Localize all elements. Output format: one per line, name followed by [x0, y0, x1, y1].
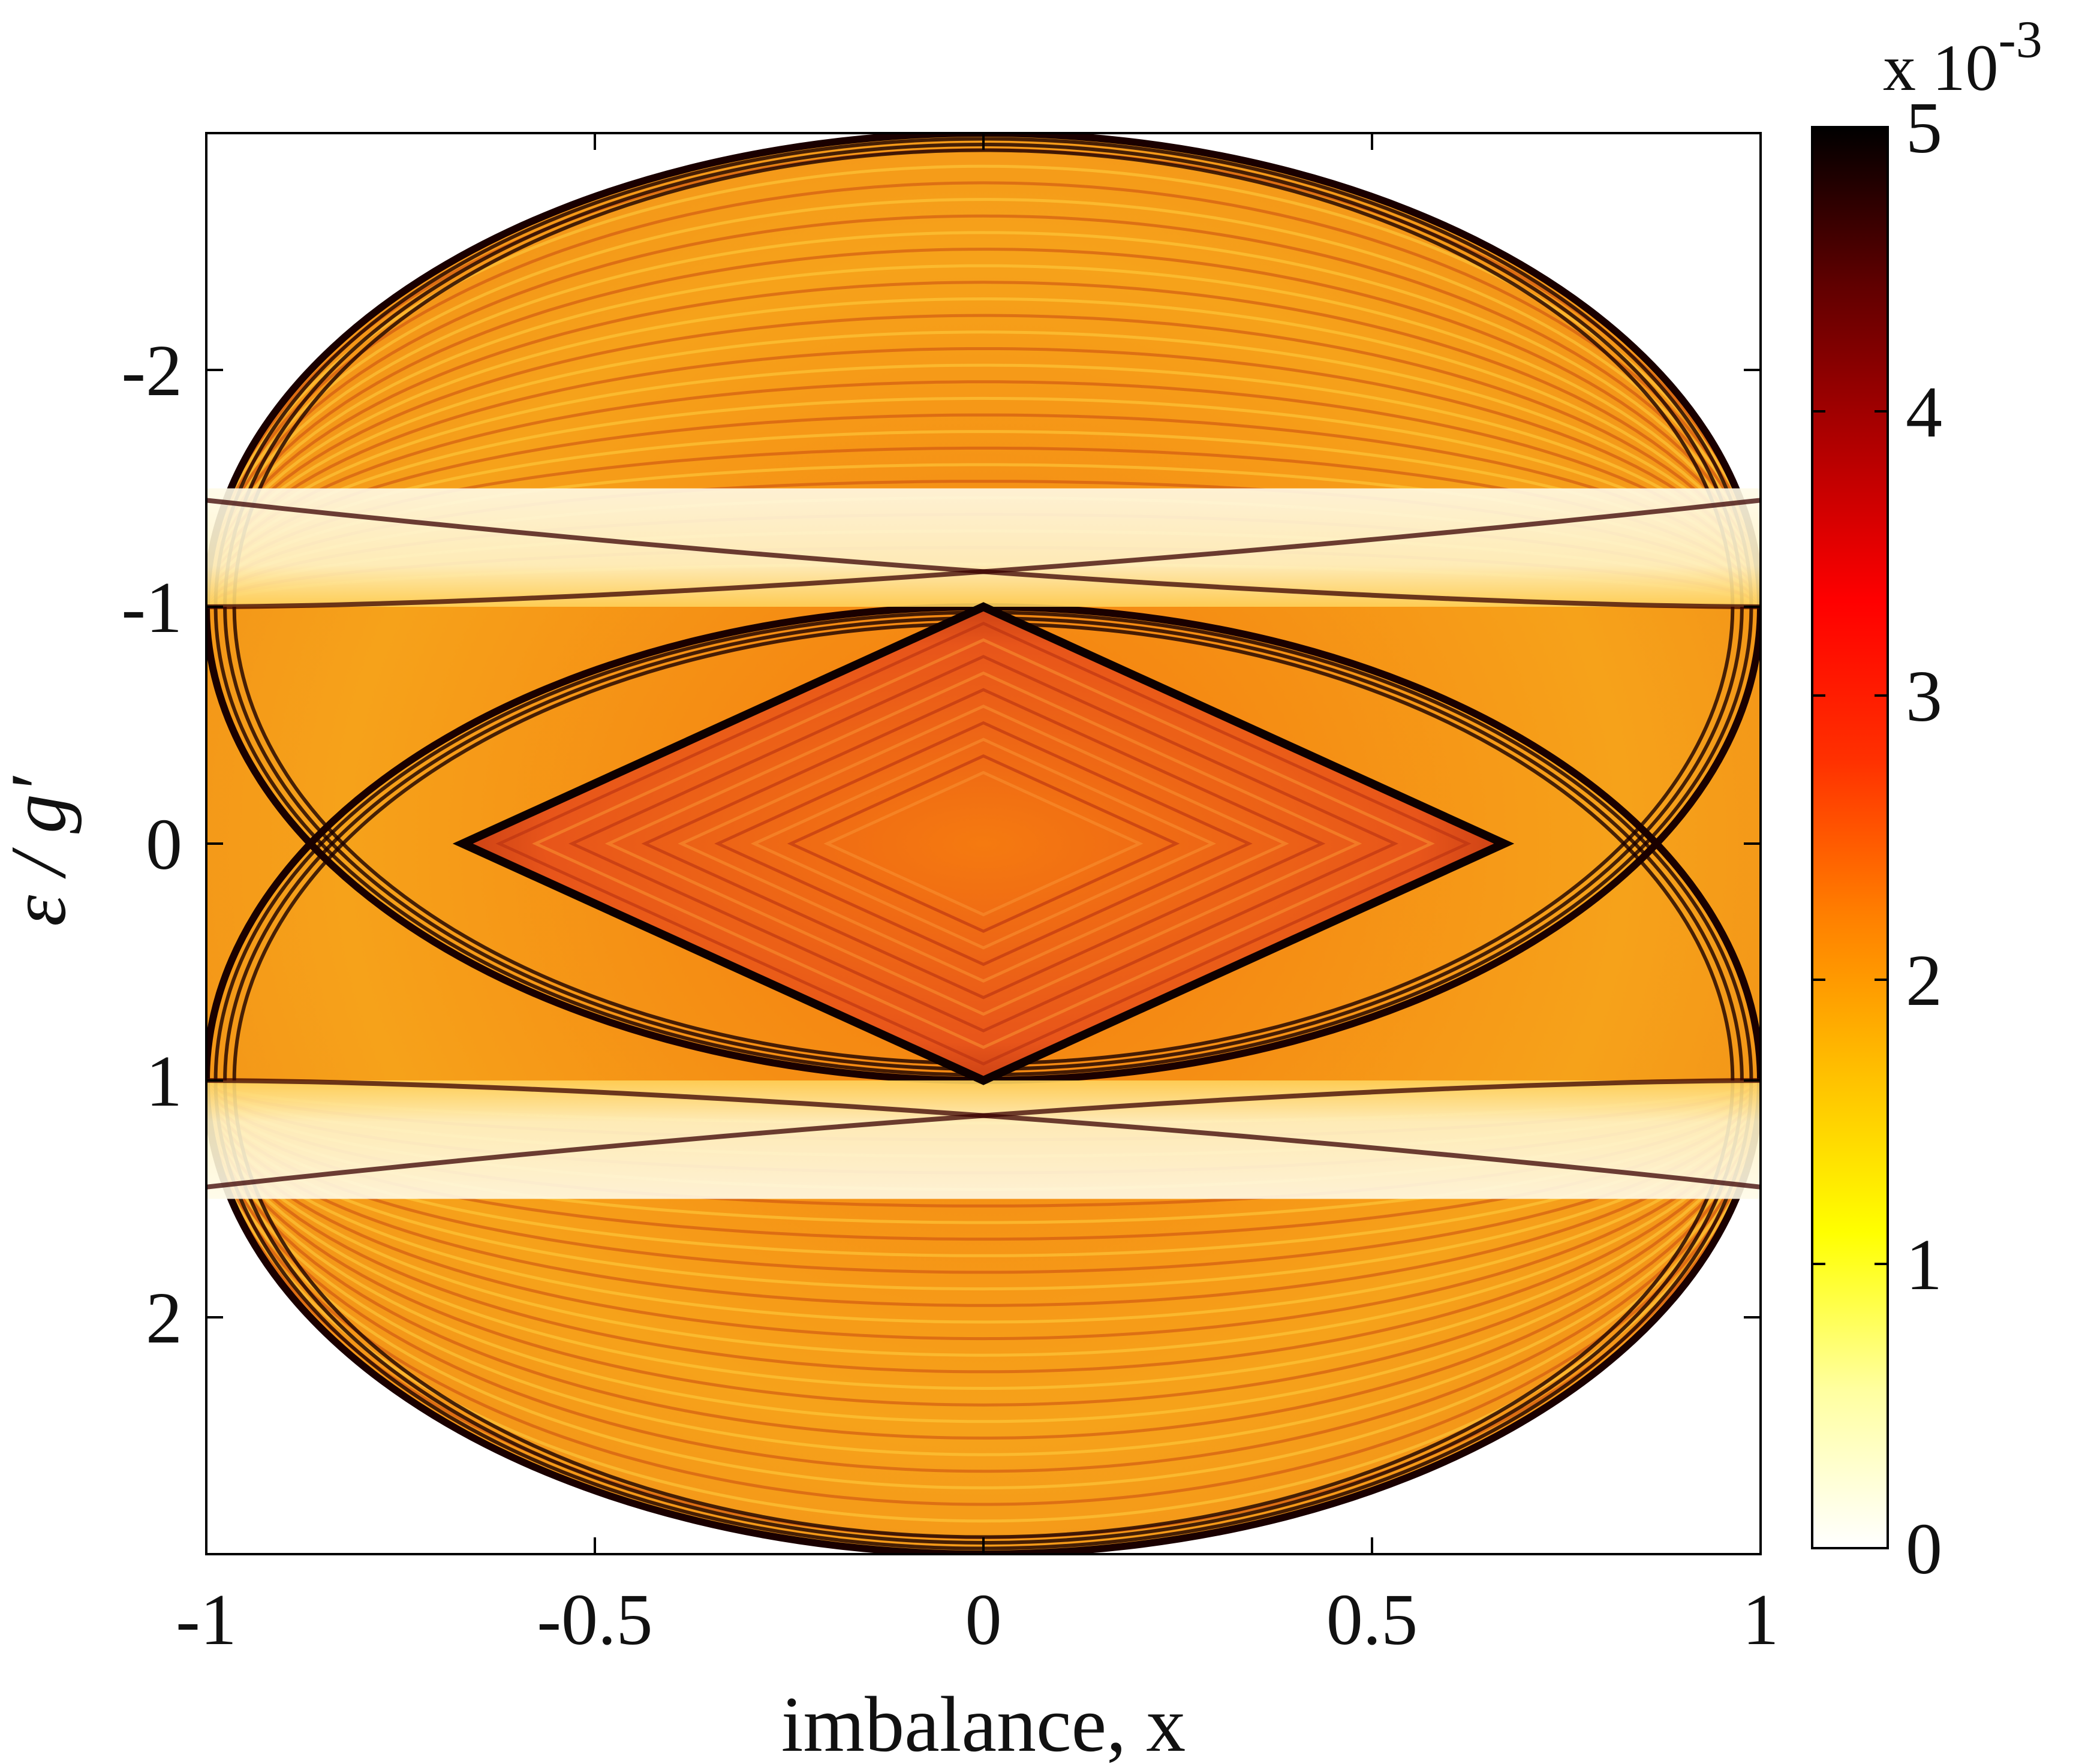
- colorbar-tick-label: 5: [1906, 88, 1942, 168]
- y-axis: -2 -1 0 1 2: [121, 330, 1761, 1359]
- colorbar-tick-label: 1: [1906, 1224, 1942, 1305]
- fringe-line: [206, 1080, 1761, 1473]
- diamond-fringe: [750, 737, 1217, 950]
- diamond-fringe: [532, 638, 1435, 1049]
- fringe-line: [206, 1080, 1761, 1357]
- fringe-line: [206, 1080, 1761, 1390]
- fringe-line: [206, 380, 1761, 607]
- colorbar: 0 1 2 3 4 5 x 10-3: [1811, 11, 2042, 1590]
- colorbar-gradient: [1812, 127, 1888, 1548]
- x-tick-label: 0.5: [1326, 1579, 1418, 1660]
- y-axis-title: ε / g′: [0, 775, 82, 926]
- fringe-line: [206, 1080, 1761, 1423]
- fringe-line: [206, 314, 1761, 607]
- diamond-fringe: [714, 721, 1253, 967]
- fringe-line: [206, 198, 1761, 607]
- colorbar-frame: [1811, 126, 1889, 1549]
- fringe-line: [206, 1080, 1761, 1456]
- fringe-line: [206, 231, 1761, 607]
- pale-band: [206, 488, 1761, 607]
- fringe-line: [206, 1080, 1761, 1374]
- diamond-fringe: [823, 770, 1144, 917]
- inner-diamond-edge: [452, 602, 1515, 1085]
- colorbar-scale-label: x 10-3: [1883, 11, 2042, 104]
- fringe-line: [206, 1080, 1761, 1506]
- fringe-line: [206, 248, 1761, 607]
- diamond-fringe: [604, 671, 1362, 1016]
- fringe-line: [206, 347, 1761, 607]
- fringe-line: [206, 413, 1761, 607]
- fringe-line: [206, 363, 1761, 607]
- fringe-line: [206, 1080, 1761, 1324]
- fringe-line: [206, 281, 1761, 607]
- fringe-line: [206, 1080, 1761, 1489]
- fringe-line: [206, 181, 1761, 607]
- fringe-line: [206, 430, 1761, 608]
- x-tick-label: -1: [176, 1579, 237, 1660]
- x-tick-label: 0: [965, 1579, 1002, 1660]
- fringe-line: [206, 1080, 1761, 1274]
- colorbar-tick-label: 4: [1906, 372, 1942, 453]
- y-tick-label: 2: [146, 1278, 182, 1359]
- diamond-fringe: [678, 705, 1289, 983]
- y-tick-label: -1: [121, 567, 182, 648]
- colorbar-tick-label: 3: [1906, 656, 1942, 737]
- pale-band: [206, 1080, 1761, 1199]
- fringe-line: [206, 1080, 1761, 1291]
- y-tick-label: 0: [146, 804, 182, 885]
- x-axis: -1 -0.5 0 0.5 1: [176, 133, 1779, 1660]
- diamond-fringe: [787, 754, 1180, 933]
- x-tick-label: 1: [1743, 1579, 1779, 1660]
- band-crossing-curve: [206, 1078, 1761, 1190]
- fringe-line: [206, 1080, 1761, 1407]
- colorbar-tick-label: 0: [1906, 1509, 1942, 1590]
- fringe-line: [206, 1080, 1761, 1341]
- fringe-line: [206, 1080, 1761, 1307]
- fringe-line: [206, 330, 1761, 607]
- y-tick-label: -2: [121, 330, 182, 411]
- heatmap-image: [206, 133, 1761, 1554]
- fringe-line: [206, 1079, 1761, 1257]
- x-axis-title: imbalance, x: [781, 1680, 1186, 1764]
- fringe-line: [206, 214, 1761, 607]
- fringe-line: [206, 264, 1761, 607]
- fringe-line: [206, 396, 1761, 607]
- diamond-fringe: [568, 655, 1399, 1032]
- band-crossing-curve: [206, 498, 1761, 609]
- fringe-line: [206, 1080, 1761, 1440]
- colorbar-tick-label: 2: [1906, 940, 1942, 1021]
- diamond-fringe: [641, 688, 1326, 1000]
- x-tick-label: -0.5: [537, 1579, 652, 1660]
- y-tick-label: 1: [146, 1041, 182, 1122]
- diamond-fringe: [495, 621, 1472, 1066]
- fringe-line: [206, 297, 1761, 607]
